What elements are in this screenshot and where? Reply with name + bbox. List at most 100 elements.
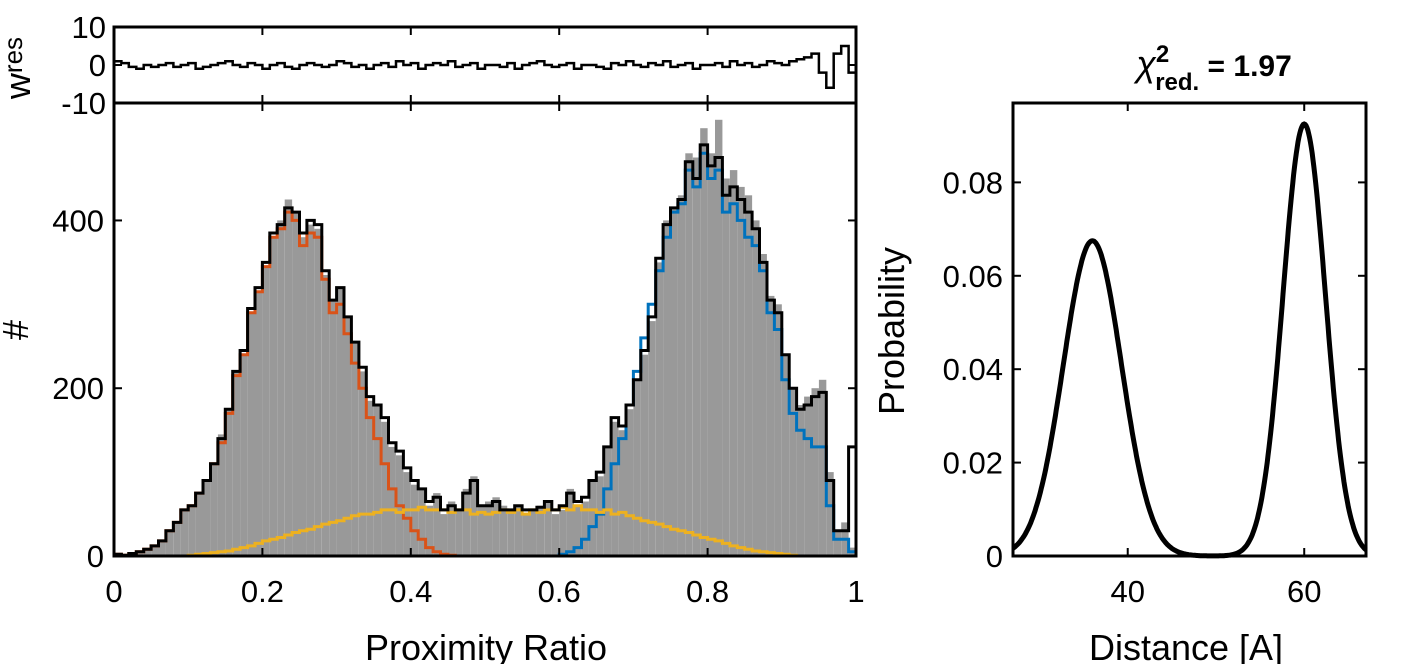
histogram-x-tick-label: 0 — [105, 574, 122, 609]
histogram-x-tick-label: 1 — [847, 574, 864, 609]
histogram-x-axis-label: Proximity Ratio — [365, 627, 607, 664]
chi-superscript: 2 — [1156, 41, 1169, 68]
histogram-bar — [640, 354, 649, 556]
distance-distribution-panel: 40 60 0 0.02 0.04 0.06 0.08 Distance [A] Proba… — [871, 41, 1368, 664]
histogram-bar — [826, 472, 834, 556]
histogram-bar — [292, 212, 300, 556]
histogram-bar — [833, 530, 842, 556]
histogram-y-tick-label: 200 — [52, 371, 104, 406]
distance-x-tick-label: 40 — [1110, 574, 1144, 609]
histogram-bar — [485, 501, 493, 556]
histogram-bar — [514, 505, 523, 556]
residuals-y-tick-label: -10 — [61, 86, 106, 121]
histogram-bar — [418, 488, 426, 556]
chi-symbol: χ — [1133, 43, 1157, 84]
histogram-bar — [314, 228, 322, 557]
distance-y-tick-label: 0.08 — [943, 165, 1003, 200]
distance-y-tick-label: 0 — [986, 539, 1003, 574]
histogram-bar — [217, 434, 226, 556]
histogram-bar — [529, 509, 537, 556]
histogram-bar — [255, 291, 263, 557]
histogram-bar — [700, 128, 708, 556]
distance-y-axis-label: Probability — [871, 247, 912, 415]
histogram-bar — [544, 501, 552, 556]
chi-subscript: red. — [1155, 69, 1199, 96]
histogram-bar — [344, 316, 352, 556]
histogram-bar — [358, 371, 367, 556]
histogram-bar — [603, 446, 612, 556]
histogram-bar — [470, 476, 478, 556]
histogram-bar — [321, 275, 330, 556]
histogram-bar — [551, 514, 560, 556]
histogram-bar — [136, 551, 144, 556]
histogram-bar — [670, 207, 678, 556]
histogram-bar — [611, 421, 619, 556]
histogram-bar — [574, 505, 582, 556]
distance-x-axis-label: Distance [A] — [1089, 627, 1283, 664]
histogram-bar — [536, 505, 545, 556]
histogram-panel: 0 0.2 0.4 0.6 0.8 1 0 200 400 Proximity Ratio # — [0, 101, 865, 664]
histogram-bar — [781, 354, 790, 556]
histogram-bar — [277, 220, 285, 556]
histogram-bar — [299, 237, 307, 556]
histogram-bar — [522, 514, 530, 556]
histogram-x-tick-label: 0.6 — [538, 574, 581, 609]
histogram-bar — [284, 199, 293, 556]
histogram-bar — [306, 224, 315, 556]
histogram-bar — [440, 514, 448, 556]
histogram-bar — [180, 509, 189, 556]
histogram-bar — [722, 178, 730, 556]
histogram-bar — [477, 505, 486, 556]
histogram-bar — [655, 262, 664, 556]
histogram-bar — [692, 157, 701, 556]
distance-chi-squared-title: χ2 red. = 1.97 — [1133, 41, 1292, 96]
histogram-bar — [410, 484, 419, 556]
histogram-bar — [677, 195, 686, 557]
residuals-y-label-sub: res — [0, 37, 28, 73]
histogram-bar — [633, 379, 641, 556]
histogram-series-line — [114, 143, 856, 557]
histogram-bar — [462, 488, 471, 556]
histogram-axes-frame — [112, 101, 858, 558]
chi-value: = 1.97 — [1199, 50, 1292, 83]
histogram-bar — [373, 405, 382, 556]
histogram-bar — [366, 400, 374, 556]
histogram-bar — [351, 342, 359, 556]
residuals-series-line — [114, 44, 856, 90]
histogram-x-tick-label: 0.2 — [241, 574, 284, 609]
distance-distribution-curve — [1011, 121, 1368, 559]
histogram-bar — [262, 266, 270, 556]
residuals-y-tick-label: 10 — [72, 10, 106, 45]
histogram-bar — [648, 321, 656, 556]
histogram-bar — [685, 153, 693, 557]
histogram-bar — [329, 300, 337, 556]
histogram-bar — [737, 186, 745, 556]
distance-plot-area — [1011, 121, 1368, 559]
histogram-bar — [774, 304, 782, 556]
histogram-bar — [151, 545, 159, 556]
histogram-bar — [247, 312, 256, 556]
histogram-bar — [588, 480, 597, 556]
histogram-bar — [507, 509, 515, 556]
histogram-bar — [225, 409, 233, 556]
histogram-bar — [663, 220, 671, 556]
histogram-bar — [173, 522, 181, 556]
histogram-bar — [818, 379, 827, 556]
histogram-bar — [433, 493, 441, 556]
histogram-bar — [381, 421, 389, 556]
histogram-bar — [744, 195, 753, 557]
histogram-ticks: 0 0.2 0.4 0.6 0.8 1 0 200 400 — [52, 103, 865, 609]
histogram-bar — [188, 505, 196, 556]
histogram-y-axis-label: # — [0, 320, 36, 340]
histogram-bar — [492, 497, 500, 556]
distance-y-tick-label: 0.06 — [943, 259, 1003, 294]
histogram-series-line — [114, 504, 856, 558]
histogram-bar — [425, 505, 434, 556]
histogram-bar — [804, 396, 812, 556]
histogram-x-tick-label: 0.8 — [686, 574, 729, 609]
distance-axes-frame — [1011, 101, 1368, 558]
histogram-bar — [729, 170, 738, 556]
residuals-y-axis-label: wres — [0, 37, 38, 100]
histogram-y-tick-label: 400 — [52, 203, 104, 238]
distance-y-tick-label: 0.04 — [943, 352, 1003, 387]
